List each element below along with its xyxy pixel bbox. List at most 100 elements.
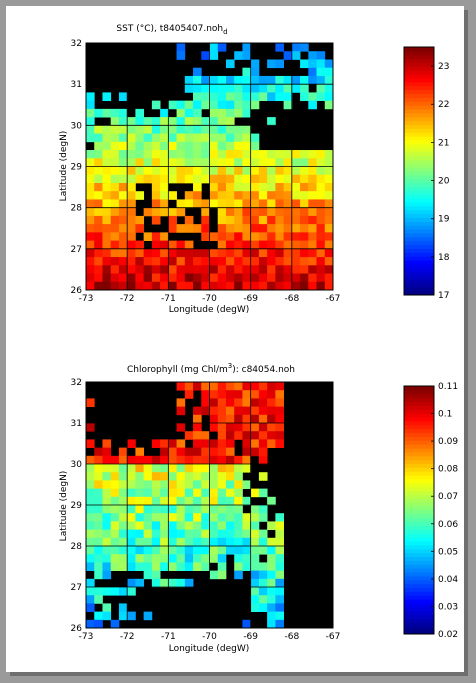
chl-map-cell <box>234 464 243 473</box>
sst-map-cell <box>217 207 227 217</box>
sst-map-cell <box>193 100 202 110</box>
chl-map-cell <box>242 398 252 407</box>
sst-map-cell <box>110 232 120 241</box>
sst-map-cell <box>201 92 210 102</box>
chl-map-cell <box>201 513 210 522</box>
chl-map-cell <box>242 464 252 473</box>
sst-map-cell <box>127 150 136 159</box>
figure-canvas: SST (°C), t8405407.nohd -73 -72 -71 -70 -69-… <box>59 24 458 654</box>
sst-map-cell <box>127 117 136 126</box>
sst-map-cell <box>283 191 293 200</box>
sst-map-cell <box>209 125 219 134</box>
sst-map-cell <box>250 191 260 200</box>
chl-map-cell <box>86 595 95 604</box>
chl-map-cell <box>86 587 95 596</box>
sst-map-cell <box>242 43 252 52</box>
chl-map-cell <box>151 537 161 547</box>
chl-map-cell <box>184 480 194 489</box>
chl-map-cell <box>86 398 95 407</box>
sst-map-cell <box>209 248 219 258</box>
sst-map-cell <box>258 174 268 184</box>
sst-map-cell <box>275 199 284 209</box>
sst-map-cell <box>242 207 252 217</box>
sst-map-cell <box>225 191 235 200</box>
chl-map-cell <box>160 546 169 555</box>
sst-map-cell <box>209 75 219 85</box>
chl-map-cell <box>234 570 243 580</box>
sst-map-cell <box>143 281 153 291</box>
chl-map-cell <box>225 488 235 498</box>
chl-map-cell <box>160 513 169 522</box>
chl-colorbar-tick-label: 0.08 <box>438 465 458 475</box>
sst-map-cell <box>242 215 252 225</box>
sst-map-cell <box>184 108 194 118</box>
chl-map-cell <box>143 611 153 621</box>
sst-map-cell <box>160 265 169 274</box>
chl-map-cell <box>168 439 177 448</box>
sst-map-cell <box>234 273 243 283</box>
chl-x-tick-label: -67 <box>326 632 341 642</box>
chl-map-cell <box>135 505 145 514</box>
chl-map-cell <box>275 431 284 440</box>
sst-map-cell <box>151 166 161 176</box>
sst-colorbar-step <box>404 74 434 79</box>
sst-map-cell <box>94 182 103 192</box>
chl-map-cell <box>193 496 202 506</box>
chl-map-cell <box>258 537 268 547</box>
chl-map-cell <box>209 537 219 547</box>
sst-map-cell <box>324 240 334 250</box>
sst-map-cell <box>217 281 227 291</box>
sst-colorbar-step <box>404 287 434 292</box>
sst-map-cell <box>184 191 194 200</box>
sst-map-cell <box>94 174 103 184</box>
sst-map-cell <box>291 84 301 93</box>
sst-map-cell <box>324 84 334 93</box>
chl-map-cell <box>160 480 169 489</box>
chl-map-cell <box>217 537 227 547</box>
sst-map-cell <box>316 182 326 192</box>
chl-map-cell <box>275 546 284 555</box>
chl-colorbar-step <box>404 482 434 488</box>
sst-map-cell <box>225 125 235 134</box>
chl-map-cell <box>118 603 128 612</box>
chl-map-cell <box>209 406 219 416</box>
chl-map-cell <box>168 472 177 481</box>
sst-map-cell <box>275 84 284 93</box>
sst-map-cell <box>308 191 317 200</box>
sst-map-cell <box>267 224 276 233</box>
sst-map-cell <box>102 150 112 159</box>
sst-map-cell <box>143 166 153 176</box>
chl-map-cell <box>225 390 235 399</box>
sst-map-cell <box>316 174 326 184</box>
chl-map-cell <box>168 455 177 465</box>
sst-map-cell <box>102 199 112 209</box>
chl-map-cell <box>151 570 161 580</box>
chl-map-cell <box>184 513 194 522</box>
chl-map-cell <box>275 619 284 629</box>
sst-map-cell <box>234 166 243 176</box>
sst-map-cell <box>291 158 301 167</box>
sst-map-cell <box>308 199 317 209</box>
sst-map-cell <box>86 240 95 250</box>
sst-map-cell <box>316 257 326 266</box>
sst-colorbar-step <box>404 217 434 222</box>
chl-map-cell <box>102 464 112 473</box>
chl-map-cell <box>94 488 103 498</box>
chl-map-cell <box>176 455 186 465</box>
chl-map-cell <box>193 546 202 555</box>
sst-map-cell <box>275 257 284 266</box>
sst-map-cell <box>127 224 136 233</box>
sst-map-cell <box>127 232 136 241</box>
sst-map-cell <box>135 125 145 134</box>
chl-map-cell <box>184 382 194 391</box>
sst-map-cell <box>151 199 161 209</box>
chl-map-cell <box>225 505 235 514</box>
sst-map-cell <box>151 257 161 266</box>
sst-map-cell <box>217 133 227 143</box>
chl-map-cell <box>250 390 260 399</box>
sst-map-cell <box>324 92 334 102</box>
sst-map-cell <box>267 84 276 93</box>
chl-map-cell <box>135 464 145 473</box>
sst-map-cell <box>300 265 309 274</box>
sst-map-cell <box>135 108 145 118</box>
